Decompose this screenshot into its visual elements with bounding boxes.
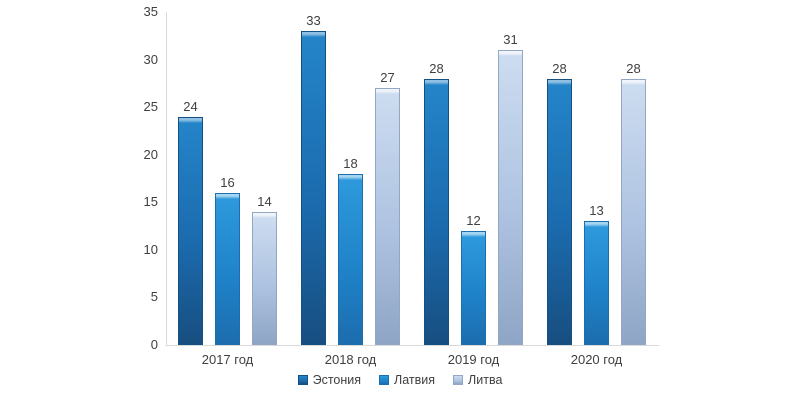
bar [215, 192, 240, 345]
bar-value-label: 16 [220, 174, 235, 190]
x-category-label: 2020 год [570, 352, 623, 367]
bar [252, 211, 277, 345]
legend-label: Эстония [312, 373, 362, 387]
bar [424, 78, 449, 345]
legend-label: Латвия [394, 373, 436, 387]
bar-wrap: 31 [498, 12, 523, 345]
x-category-label: 2017 год [201, 352, 254, 367]
bar [461, 230, 486, 345]
bar-wrap: 12 [461, 12, 486, 345]
legend-swatch-icon [297, 375, 308, 385]
y-tick-label: 35 [143, 4, 158, 19]
bar [301, 31, 326, 345]
bar-wrap: 13 [584, 12, 609, 345]
legend-item: Латвия [379, 373, 435, 387]
y-tick-label: 5 [150, 289, 158, 305]
bar [498, 50, 523, 345]
bar-wrap: 18 [338, 12, 363, 345]
legend-swatch-icon [453, 375, 464, 385]
x-category-label: 2019 год [447, 352, 500, 367]
bar-value-label: 14 [257, 193, 272, 209]
bar-value-label: 28 [429, 60, 444, 76]
y-tick-label: 10 [143, 241, 158, 257]
y-tick-label: 20 [143, 146, 158, 162]
legend-swatch-icon [379, 375, 390, 385]
bar-value-label: 27 [380, 70, 395, 86]
bar-group: 28 13 28 [535, 12, 658, 345]
y-tick-label: 15 [143, 194, 158, 210]
bar-wrap: 16 [215, 12, 240, 345]
bar-group: 28 12 31 [412, 12, 535, 345]
y-tick-label: 30 [143, 51, 158, 67]
bar-wrap: 28 [547, 12, 572, 345]
bar-value-label: 28 [552, 60, 567, 76]
legend-item: Эстония [297, 373, 362, 387]
bar-wrap: 33 [301, 12, 326, 345]
bar-wrap: 24 [178, 12, 203, 345]
bar-value-label: 12 [466, 212, 481, 228]
bar [584, 221, 609, 345]
bar-group: 33 18 27 [289, 12, 412, 345]
bar-wrap: 28 [424, 12, 449, 345]
bar-value-label: 13 [589, 203, 604, 219]
bar [547, 78, 572, 345]
bar [178, 116, 203, 345]
y-tick-label: 25 [143, 99, 158, 115]
bar [375, 88, 400, 345]
y-tick-label: 0 [150, 337, 158, 352]
legend: Эстония Латвия Литва [0, 373, 800, 387]
legend-item: Литва [453, 373, 502, 387]
bar-value-label: 28 [626, 60, 641, 76]
bar-wrap: 14 [252, 12, 277, 345]
x-category-label: 2018 год [324, 352, 377, 367]
bar-group: 24 16 14 [166, 12, 289, 345]
bar [338, 173, 363, 345]
bar [621, 78, 646, 345]
bar-value-label: 31 [503, 32, 518, 48]
bar-value-label: 18 [343, 155, 358, 171]
bar-value-label: 33 [306, 13, 321, 29]
bar-value-label: 24 [183, 98, 198, 114]
plot-area [166, 12, 659, 346]
bar-wrap: 27 [375, 12, 400, 345]
bar-wrap: 28 [621, 12, 646, 345]
legend-label: Литва [468, 373, 503, 387]
